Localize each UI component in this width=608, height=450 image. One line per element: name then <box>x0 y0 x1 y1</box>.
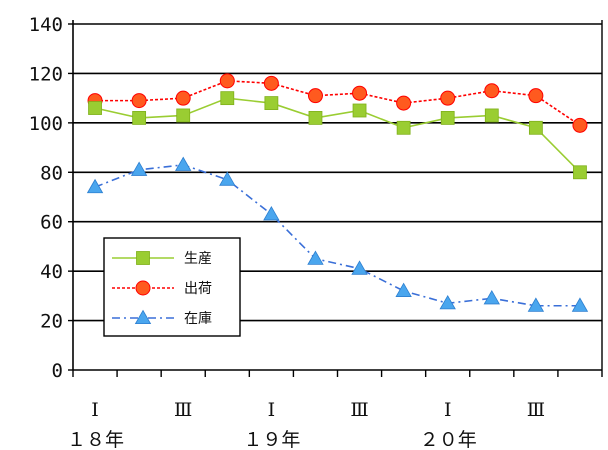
data-point-marker <box>527 297 545 312</box>
legend-marker <box>135 280 151 296</box>
data-point-marker <box>572 117 588 133</box>
year-label: １８年 <box>67 429 124 450</box>
data-point-marker <box>351 260 368 275</box>
x-tick-label: Ⅲ <box>527 399 545 421</box>
y-tick-label: 20 <box>40 311 63 333</box>
data-point-marker <box>483 290 500 305</box>
series-0 <box>88 91 587 180</box>
data-point-marker <box>175 156 192 171</box>
x-tick-label: Ⅰ <box>268 399 276 421</box>
legend-marker <box>134 309 152 325</box>
y-tick-label: 80 <box>40 162 63 184</box>
legend-label: 出荷 <box>184 281 212 297</box>
data-point-marker <box>440 111 455 125</box>
data-point-marker <box>175 90 191 106</box>
legend-label: 生産 <box>184 251 212 267</box>
data-point-marker <box>571 297 589 312</box>
data-point-marker <box>396 95 412 111</box>
data-point-marker <box>132 111 147 125</box>
axes <box>68 20 603 377</box>
y-axis-tick-labels: 0 20 40 60 80 100 120 140 <box>29 14 63 382</box>
legend-box <box>103 237 241 337</box>
data-point-marker <box>352 85 368 101</box>
y-tick-label: 120 <box>29 63 63 85</box>
data-point-marker <box>86 178 104 194</box>
series-1 <box>87 73 588 133</box>
data-point-marker <box>573 165 587 180</box>
data-point-marker <box>439 294 456 310</box>
series-group <box>86 73 589 312</box>
year-label: ２０年 <box>420 429 477 450</box>
data-point-marker <box>528 88 544 104</box>
data-point-marker <box>307 88 323 104</box>
y-tick-label: 60 <box>40 212 63 234</box>
data-point-marker <box>263 75 279 91</box>
series-line <box>94 97 581 173</box>
x-axis-tick-labels: Ⅰ Ⅲ Ⅰ Ⅲ Ⅰ Ⅲ １８年 １９年 ２０年 <box>67 399 545 450</box>
legend-marker <box>136 251 150 265</box>
x-tick-label: Ⅲ <box>350 399 368 421</box>
data-point-marker <box>307 250 324 265</box>
series-line <box>95 80 581 126</box>
data-point-marker <box>396 120 411 135</box>
data-point-marker <box>219 171 236 186</box>
legend-label: 在庫 <box>184 310 212 327</box>
x-tick-label: Ⅰ <box>444 399 452 421</box>
series-2 <box>86 156 589 312</box>
data-point-marker <box>484 83 500 99</box>
data-point-marker <box>88 101 102 115</box>
data-point-marker <box>219 73 235 89</box>
y-tick-label: 40 <box>40 261 63 283</box>
series-line <box>94 164 580 307</box>
x-tick-label: Ⅰ <box>91 399 99 421</box>
data-point-marker <box>263 205 280 221</box>
y-tick-label: 140 <box>29 14 63 36</box>
data-point-marker <box>484 108 499 123</box>
data-point-marker <box>395 282 412 297</box>
data-point-marker <box>264 96 279 110</box>
data-point-marker <box>352 103 367 118</box>
data-point-marker <box>220 91 235 106</box>
data-point-marker <box>130 161 148 176</box>
y-tick-label: 0 <box>52 360 63 382</box>
data-point-marker <box>176 108 191 123</box>
x-tick-label: Ⅲ <box>174 399 192 421</box>
data-point-marker <box>440 90 456 106</box>
year-label: １９年 <box>243 429 300 450</box>
data-point-marker <box>528 120 543 135</box>
data-point-marker <box>308 111 323 125</box>
data-point-marker <box>131 93 147 109</box>
y-tick-label: 100 <box>29 113 63 135</box>
